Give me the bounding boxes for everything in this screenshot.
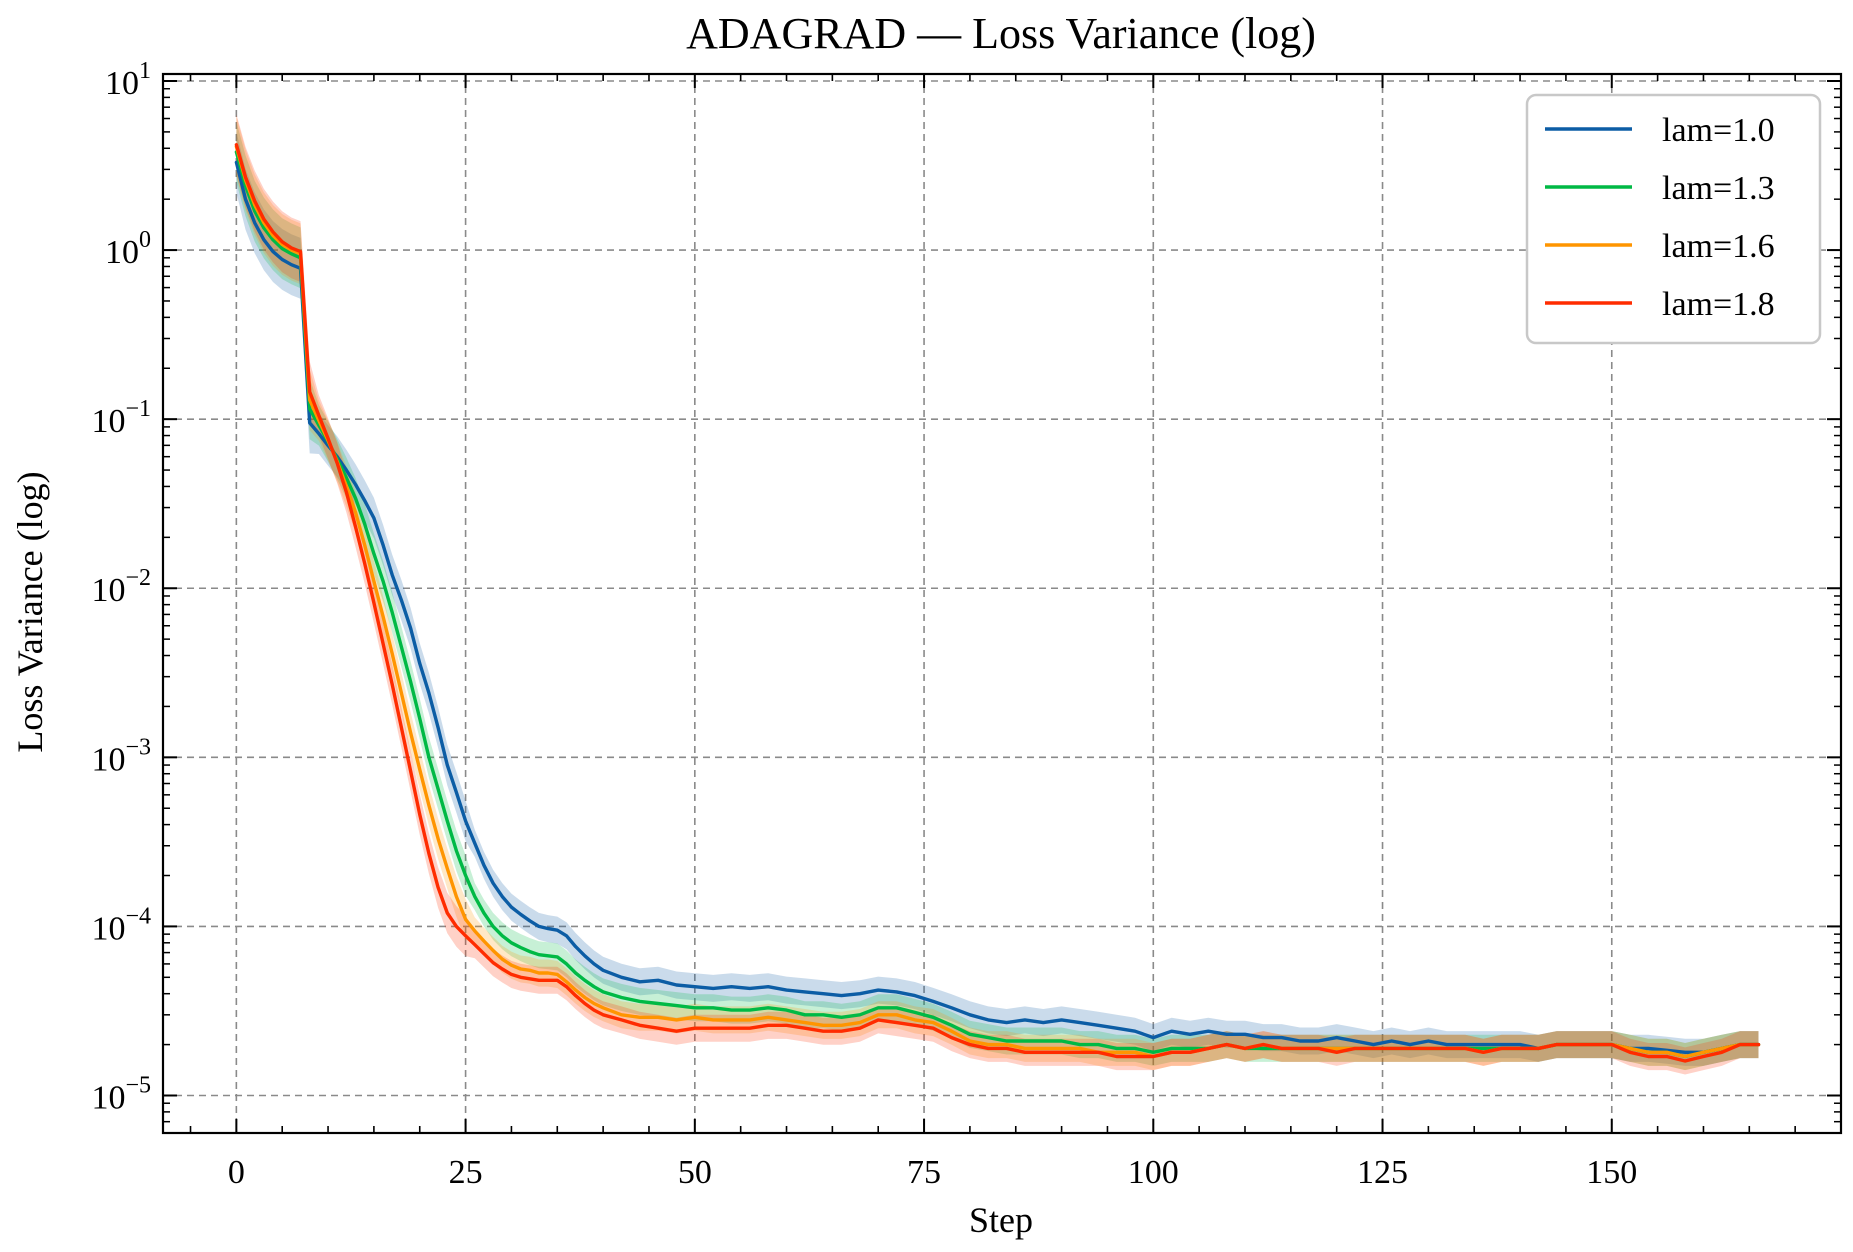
legend-label-lam=1.0: lam=1.0 xyxy=(1662,112,1775,149)
y-axis-label: Loss Variance (log) xyxy=(10,471,50,752)
y-tick-label: 101 xyxy=(105,58,151,102)
y-tick-exponent: 1 xyxy=(139,58,151,84)
legend-box xyxy=(1525,93,1822,345)
y-tick-label: 10−3 xyxy=(91,734,151,778)
series-line-lam=1.8 xyxy=(234,142,1761,1063)
x-tick-label: 125 xyxy=(1357,1154,1408,1191)
y-tick-base: 10 xyxy=(91,1079,125,1116)
plot-frame xyxy=(161,72,1843,1135)
y-tick-label: 10−4 xyxy=(91,903,151,947)
y-tick-exponent: −1 xyxy=(125,396,151,422)
x-tick-label: 50 xyxy=(678,1154,712,1191)
chart-title: ADAGRAD — Loss Variance (log) xyxy=(686,9,1316,58)
y-tick-exponent: −5 xyxy=(125,1072,151,1098)
x-tick-labels: 0 25 50 75 100 125 150 xyxy=(228,1154,1637,1191)
y-tick-exponent: 0 xyxy=(139,227,151,253)
tick-layer xyxy=(163,74,1841,1134)
legend-label-lam=1.6: lam=1.6 xyxy=(1662,228,1775,265)
y-tick-exponent: −3 xyxy=(125,734,151,760)
y-tick-base: 10 xyxy=(105,234,139,271)
y-tick-base: 10 xyxy=(91,403,125,440)
y-tick-base: 10 xyxy=(105,65,139,102)
legend: lam=1.0 lam=1.3 lam=1.6 lam=1.8 xyxy=(1525,93,1822,345)
legend-label-lam=1.3: lam=1.3 xyxy=(1662,170,1775,207)
x-tick-label: 150 xyxy=(1586,1154,1637,1191)
x-tick-label: 25 xyxy=(449,1154,483,1191)
x-tick-label: 0 xyxy=(228,1154,245,1191)
grid-layer xyxy=(163,74,1841,1133)
line-layer xyxy=(234,142,1761,1063)
y-tick-exponent: −2 xyxy=(125,565,151,591)
y-tick-label: 100 xyxy=(105,227,151,271)
x-axis-label: Step xyxy=(969,1200,1033,1240)
legend-label-lam=1.8: lam=1.8 xyxy=(1662,286,1775,323)
y-tick-base: 10 xyxy=(91,572,125,609)
x-tick-label: 75 xyxy=(907,1154,941,1191)
y-tick-label: 10−2 xyxy=(91,565,151,609)
y-tick-exponent: −4 xyxy=(125,903,151,929)
y-tick-label: 10−1 xyxy=(91,396,151,440)
series-line-lam=1.0 xyxy=(234,160,1761,1055)
y-tick-base: 10 xyxy=(91,910,125,947)
y-tick-base: 10 xyxy=(91,741,125,778)
x-tick-label: 100 xyxy=(1128,1154,1179,1191)
y-tick-label: 10−5 xyxy=(91,1072,151,1116)
